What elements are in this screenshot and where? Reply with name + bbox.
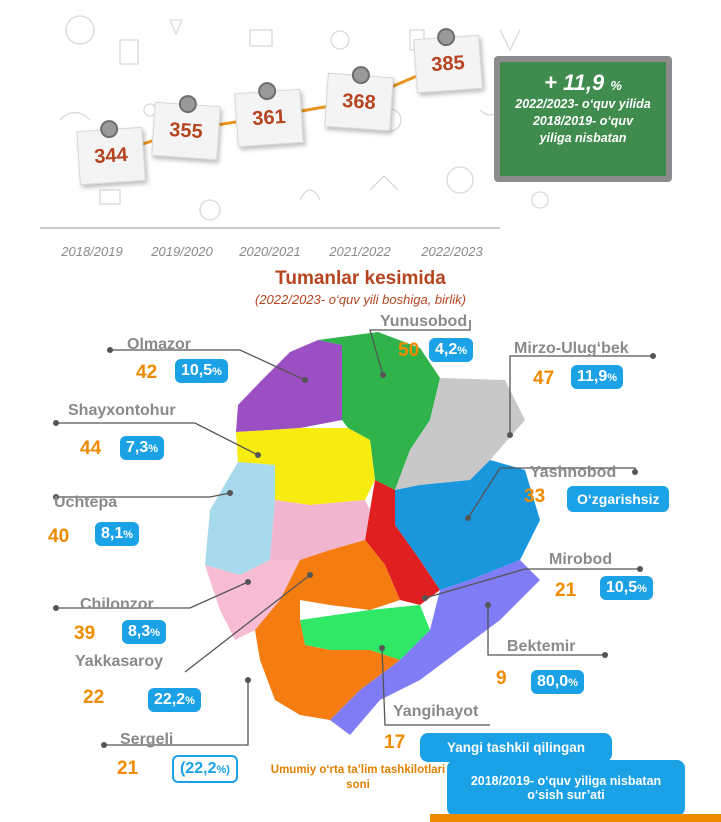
value-label: 344 xyxy=(93,143,129,168)
map-title: Tumanlar kesimida xyxy=(275,268,446,289)
region-olmazor xyxy=(236,340,342,432)
pin-icon xyxy=(257,81,277,101)
value-label: 361 xyxy=(251,105,287,130)
pin-icon xyxy=(178,94,198,114)
value-card: 344 xyxy=(76,119,146,185)
district-name-sergeli: Sergeli xyxy=(120,731,174,748)
district-name-mirobod: Mirobod xyxy=(549,551,613,568)
board-line-2: 2018/2019- o‘quv xyxy=(532,114,634,128)
district-value-yashnobod: 33 xyxy=(524,486,546,507)
district-value-yangihayot: 17 xyxy=(384,732,406,753)
tashkent-map xyxy=(53,320,656,748)
district-name-yashnobod: Yashnobod xyxy=(530,464,617,481)
board-sign: + xyxy=(544,70,557,95)
district-growth-shayxontohur: 7,3% xyxy=(120,436,165,460)
district-value-shayxontohur: 44 xyxy=(80,438,102,459)
value-card: 368 xyxy=(324,65,394,132)
region-sergeli xyxy=(255,600,400,720)
district-growth-uchtepa: 8,1% xyxy=(95,522,140,546)
board-value: 11,9 xyxy=(563,70,605,95)
value-card: 355 xyxy=(151,94,221,161)
district-value-olmazor: 42 xyxy=(136,362,158,383)
district-growth-mirzo-ulugbek: 11,9% xyxy=(571,365,624,389)
region-mirobod xyxy=(365,480,440,605)
value-label: 355 xyxy=(168,118,204,143)
x-tick-label: 2018/2019 xyxy=(61,244,123,259)
district-value-bektemir: 9 xyxy=(496,668,507,689)
district-name-uchtepa: Uchtepa xyxy=(54,494,118,511)
board-line-3: yiliga nisbatan xyxy=(539,131,627,145)
board-unit: % xyxy=(610,78,622,93)
x-tick-label: 2020/2021 xyxy=(239,244,301,259)
x-tick-label: 2021/2022 xyxy=(329,244,391,259)
value-label: 368 xyxy=(341,89,377,114)
district-name-chilonzor: Chilonzor xyxy=(80,596,154,613)
region-yangihayot xyxy=(300,605,430,660)
district-value-chilonzor: 39 xyxy=(74,623,96,644)
x-tick-label: 2022/2023 xyxy=(421,244,483,259)
district-growth-chilonzor: 8,3% xyxy=(122,620,167,644)
legend-new-district: Yangi tashkil qilingan xyxy=(420,733,612,762)
district-growth-yunusobod: 4,2% xyxy=(429,338,474,362)
value-card: 385 xyxy=(413,27,483,94)
value-label: 385 xyxy=(430,51,466,76)
board-line-1: 2022/2023- o‘quv yilida xyxy=(515,97,651,111)
district-name-bektemir: Bektemir xyxy=(507,638,576,655)
region-yakkasaroy xyxy=(280,540,400,610)
pin-icon xyxy=(436,27,456,47)
region-mirzo-ulugbek xyxy=(395,378,525,490)
chalkboard: + 11,9 % 2022/2023- o‘quv yilida 2018/20… xyxy=(494,56,672,182)
footer-stripe xyxy=(430,814,721,822)
region-yunusobod xyxy=(318,332,440,490)
district-value-yakkasaroy: 22 xyxy=(83,687,105,708)
district-name-olmazor: Olmazor xyxy=(127,336,192,353)
district-name-mirzo-ulugbek: Mirzo-Ulug‘bek xyxy=(514,340,629,357)
region-yashnobod xyxy=(395,460,540,590)
district-name-yangihayot: Yangihayot xyxy=(393,703,479,720)
district-name-yunusobod: Yunusobod xyxy=(380,313,468,330)
district-growth-sergeli: (22,2%) xyxy=(172,755,238,783)
district-name-yakkasaroy: Yakkasaroy xyxy=(75,653,164,670)
legend-count-label: Umumiy o‘rta ta’lim tashkilotlari soni xyxy=(270,764,446,791)
district-growth-olmazor: 10,5% xyxy=(175,359,228,383)
region-chilonzor xyxy=(205,560,300,640)
pin-icon xyxy=(99,119,119,139)
x-tick-label: 2019/2020 xyxy=(151,244,213,259)
district-name-shayxontohur: Shayxontohur xyxy=(68,402,176,419)
region-shayxontohur xyxy=(236,428,375,505)
district-growth-yakkasaroy: 22,2% xyxy=(148,688,201,712)
value-card: 361 xyxy=(234,81,304,148)
region-chilonzor-pink xyxy=(270,500,370,560)
district-growth-yashnobod: O‘zgarishsiz xyxy=(567,486,670,512)
legend-growth-label: 2018/2019- o‘quv yiliga nisbatan o‘sish … xyxy=(447,760,685,816)
district-growth-mirobod: 10,5% xyxy=(600,576,653,600)
district-value-yunusobod: 50 xyxy=(398,340,420,361)
district-value-mirzo-ulugbek: 47 xyxy=(533,368,555,389)
region-uchtepa xyxy=(205,462,275,575)
district-growth-bektemir: 80,0% xyxy=(531,670,584,694)
district-value-sergeli: 21 xyxy=(117,758,139,779)
pin-icon xyxy=(351,65,371,85)
district-value-mirobod: 21 xyxy=(555,580,577,601)
map-subtitle: (2022/2023- o‘quv yili boshiga, birlik) xyxy=(254,292,466,307)
district-value-uchtepa: 40 xyxy=(48,526,70,547)
